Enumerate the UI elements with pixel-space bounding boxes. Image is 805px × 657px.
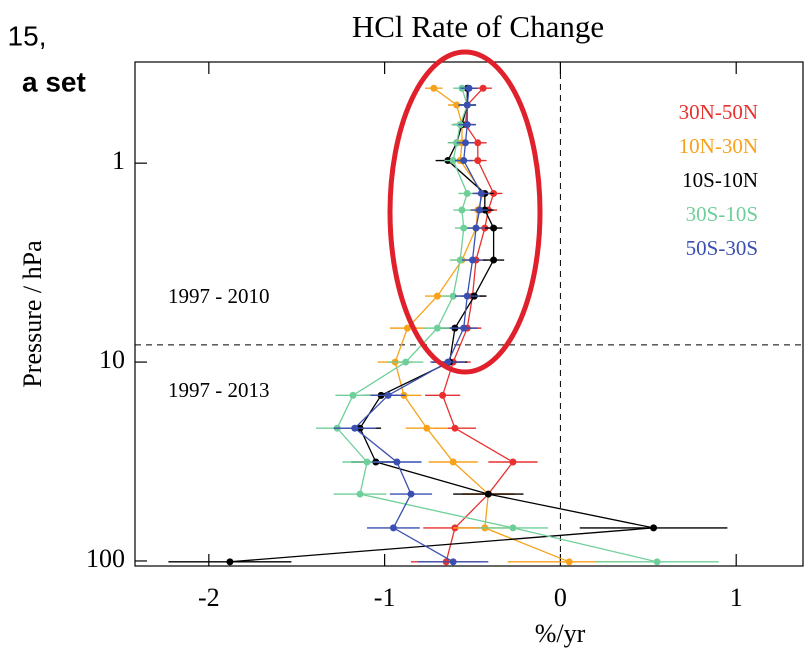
data-point	[351, 424, 359, 432]
data-point	[509, 458, 517, 466]
data-point	[449, 458, 457, 466]
data-point	[389, 524, 397, 532]
data-point	[449, 157, 457, 165]
slide-fragment: a set	[22, 66, 86, 97]
data-point	[476, 206, 484, 214]
data-point	[226, 558, 234, 566]
y-tick-label: 10	[99, 345, 125, 374]
data-point	[451, 424, 459, 432]
data-point	[439, 391, 447, 399]
data-point	[509, 524, 517, 532]
data-point	[484, 490, 492, 498]
data-point	[456, 256, 464, 264]
data-point	[650, 524, 658, 532]
data-point	[349, 391, 357, 399]
x-tick-label: -1	[374, 583, 396, 612]
data-point	[565, 558, 573, 566]
y-tick-label: 100	[86, 544, 125, 573]
data-point	[460, 157, 468, 165]
legend-entry: 50S-30S	[686, 236, 758, 260]
period-label: 1997 - 2013	[168, 378, 270, 402]
data-point	[433, 324, 441, 332]
data-point	[463, 189, 471, 197]
x-tick-label: 0	[554, 583, 567, 612]
highlight-ellipse	[387, 49, 543, 375]
data-point	[490, 224, 498, 232]
legend-entry: 10S-10N	[682, 168, 758, 192]
data-point	[430, 84, 438, 92]
data-point	[653, 558, 661, 566]
series-line	[441, 87, 514, 562]
data-point	[363, 458, 371, 466]
legend-entry: 10N-30N	[679, 134, 758, 158]
period-label: 1997 - 2010	[168, 284, 270, 308]
data-point	[444, 358, 452, 366]
series-line	[394, 87, 570, 563]
x-tick-label: -2	[198, 583, 220, 612]
data-point	[477, 189, 485, 197]
data-point	[384, 391, 392, 399]
data-point	[463, 121, 471, 129]
legend-entry: 30N-50N	[679, 100, 758, 124]
data-point	[449, 292, 457, 300]
data-point	[449, 558, 457, 566]
data-point	[472, 224, 480, 232]
chart-title: HCl Rate of Change	[352, 9, 604, 44]
x-axis-label: %/yr	[535, 619, 586, 648]
data-point	[463, 101, 471, 109]
data-point	[356, 490, 364, 498]
legend-entry: 30S-10S	[686, 202, 758, 226]
data-point	[465, 84, 473, 92]
data-point	[474, 157, 482, 165]
plot-frame	[134, 61, 804, 567]
data-point	[403, 324, 411, 332]
data-point	[460, 224, 468, 232]
data-point	[453, 101, 461, 109]
data-point	[393, 458, 401, 466]
y-tick-label: 1	[112, 146, 125, 175]
data-point	[423, 424, 431, 432]
slide-fragment: , 15,	[0, 20, 46, 51]
y-axis-label: Pressure / hPa	[18, 240, 47, 388]
data-point	[402, 358, 410, 366]
data-point	[479, 84, 487, 92]
data-point	[407, 490, 415, 498]
data-point	[474, 139, 482, 147]
series-line	[336, 88, 658, 563]
data-point	[433, 292, 441, 300]
data-point	[463, 292, 471, 300]
data-point	[490, 256, 498, 264]
data-point	[461, 139, 469, 147]
x-tick-label: 1	[730, 583, 743, 612]
series-line	[229, 88, 654, 563]
data-point	[469, 256, 477, 264]
data-point	[460, 324, 468, 332]
data-point	[458, 206, 466, 214]
